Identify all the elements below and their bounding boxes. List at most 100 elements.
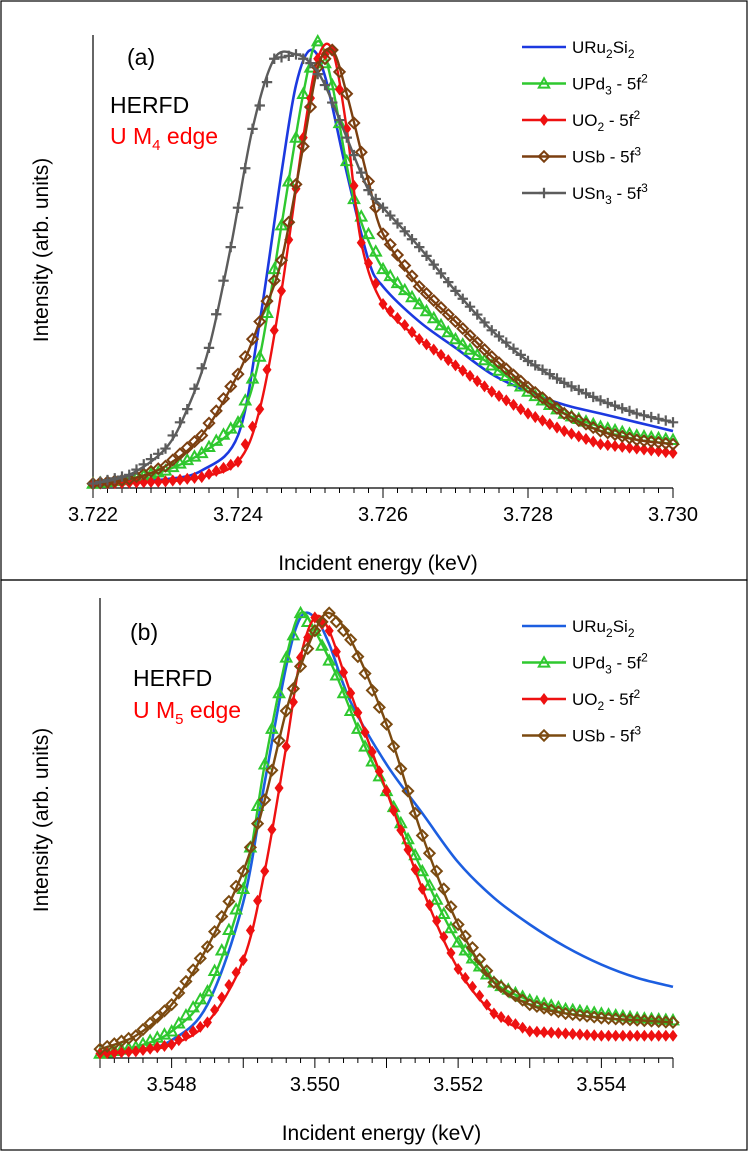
x-tick-label: 3.724 <box>213 504 263 526</box>
x-axis-label: Incident energy (keV) <box>278 552 478 575</box>
data-point <box>157 1004 172 1018</box>
data-point <box>666 437 680 451</box>
data-point <box>203 342 215 354</box>
data-point <box>632 442 642 455</box>
series-uo <box>95 611 678 1060</box>
legend-marker <box>537 728 551 743</box>
data-point <box>566 427 577 440</box>
data-point <box>303 100 318 114</box>
data-point <box>233 455 243 468</box>
data-point <box>160 475 171 488</box>
data-point <box>439 930 449 943</box>
data-point <box>168 474 178 487</box>
data-point <box>305 57 316 69</box>
data-point <box>329 668 344 681</box>
data-point <box>631 408 642 419</box>
panel-b-frame <box>0 579 748 1151</box>
data-point <box>537 414 548 427</box>
data-point <box>331 645 341 658</box>
data-point <box>226 458 236 471</box>
legend-marker <box>537 149 551 164</box>
data-point <box>551 373 563 384</box>
x-tick-label: 3.726 <box>358 504 408 526</box>
data-point <box>430 864 444 878</box>
data-point <box>465 941 480 955</box>
data-point <box>482 998 492 1011</box>
data-point <box>361 226 376 240</box>
legend-entry: URu2Si2 <box>522 38 635 61</box>
data-point <box>124 469 135 481</box>
legend-entry: UO2 - 5f2 <box>522 108 640 134</box>
data-point <box>487 385 497 398</box>
data-point <box>175 473 185 486</box>
data-point <box>448 331 463 345</box>
data-point <box>315 615 329 629</box>
data-point <box>240 438 250 451</box>
data-point <box>546 1026 556 1039</box>
legend-label: UPd3 - 5f2 <box>572 651 648 677</box>
data-point <box>87 478 99 489</box>
data-point <box>383 268 398 282</box>
data-point <box>187 434 202 449</box>
data-point <box>360 726 370 739</box>
data-point <box>458 929 472 943</box>
data-point <box>250 798 265 811</box>
data-point <box>472 375 482 388</box>
data-point <box>383 237 397 252</box>
data-point <box>267 274 281 288</box>
legend-label: USn3 - 5f3 <box>572 181 648 207</box>
data-point <box>138 459 149 470</box>
data-point <box>153 475 163 488</box>
data-point <box>372 700 386 714</box>
data-point <box>503 1014 513 1027</box>
data-point <box>367 745 377 758</box>
data-point <box>131 464 142 475</box>
data-point <box>272 733 286 748</box>
data-point <box>356 236 366 249</box>
data-point <box>617 440 627 453</box>
data-point <box>354 145 368 159</box>
data-point <box>444 900 458 914</box>
data-point <box>441 324 456 338</box>
data-point <box>265 763 279 777</box>
data-point <box>356 167 367 178</box>
data-point <box>267 823 277 836</box>
data-point <box>145 453 157 465</box>
data-point <box>668 1029 678 1042</box>
legend-entry: UPd3 - 5f2 <box>522 651 648 677</box>
data-point <box>218 275 229 286</box>
data-point <box>262 363 272 376</box>
data-point <box>427 293 441 308</box>
data-point <box>231 415 245 428</box>
data-point <box>417 882 427 895</box>
data-point <box>343 703 358 717</box>
data-point <box>255 403 265 416</box>
data-point <box>544 1003 558 1017</box>
data-point <box>145 1042 155 1055</box>
data-point <box>193 992 208 1005</box>
data-point <box>646 1029 657 1042</box>
data-point <box>458 943 473 956</box>
data-point <box>181 1029 191 1042</box>
data-point <box>544 368 555 380</box>
data-point <box>470 335 484 350</box>
data-point <box>344 633 358 647</box>
data-point <box>455 337 470 350</box>
y-axis-label: Intensity (arb. units) <box>30 158 53 342</box>
data-point <box>334 114 345 126</box>
data-point <box>523 997 537 1012</box>
data-point <box>158 459 173 473</box>
data-point <box>109 1046 119 1059</box>
data-point <box>522 355 534 367</box>
data-point <box>347 191 361 205</box>
data-point <box>448 314 463 329</box>
data-point <box>179 974 193 989</box>
data-point <box>624 405 635 417</box>
data-point <box>376 227 390 241</box>
data-point <box>377 202 389 213</box>
data-point <box>602 397 613 409</box>
data-point <box>269 324 279 337</box>
data-point <box>245 332 260 346</box>
data-point <box>167 430 178 441</box>
